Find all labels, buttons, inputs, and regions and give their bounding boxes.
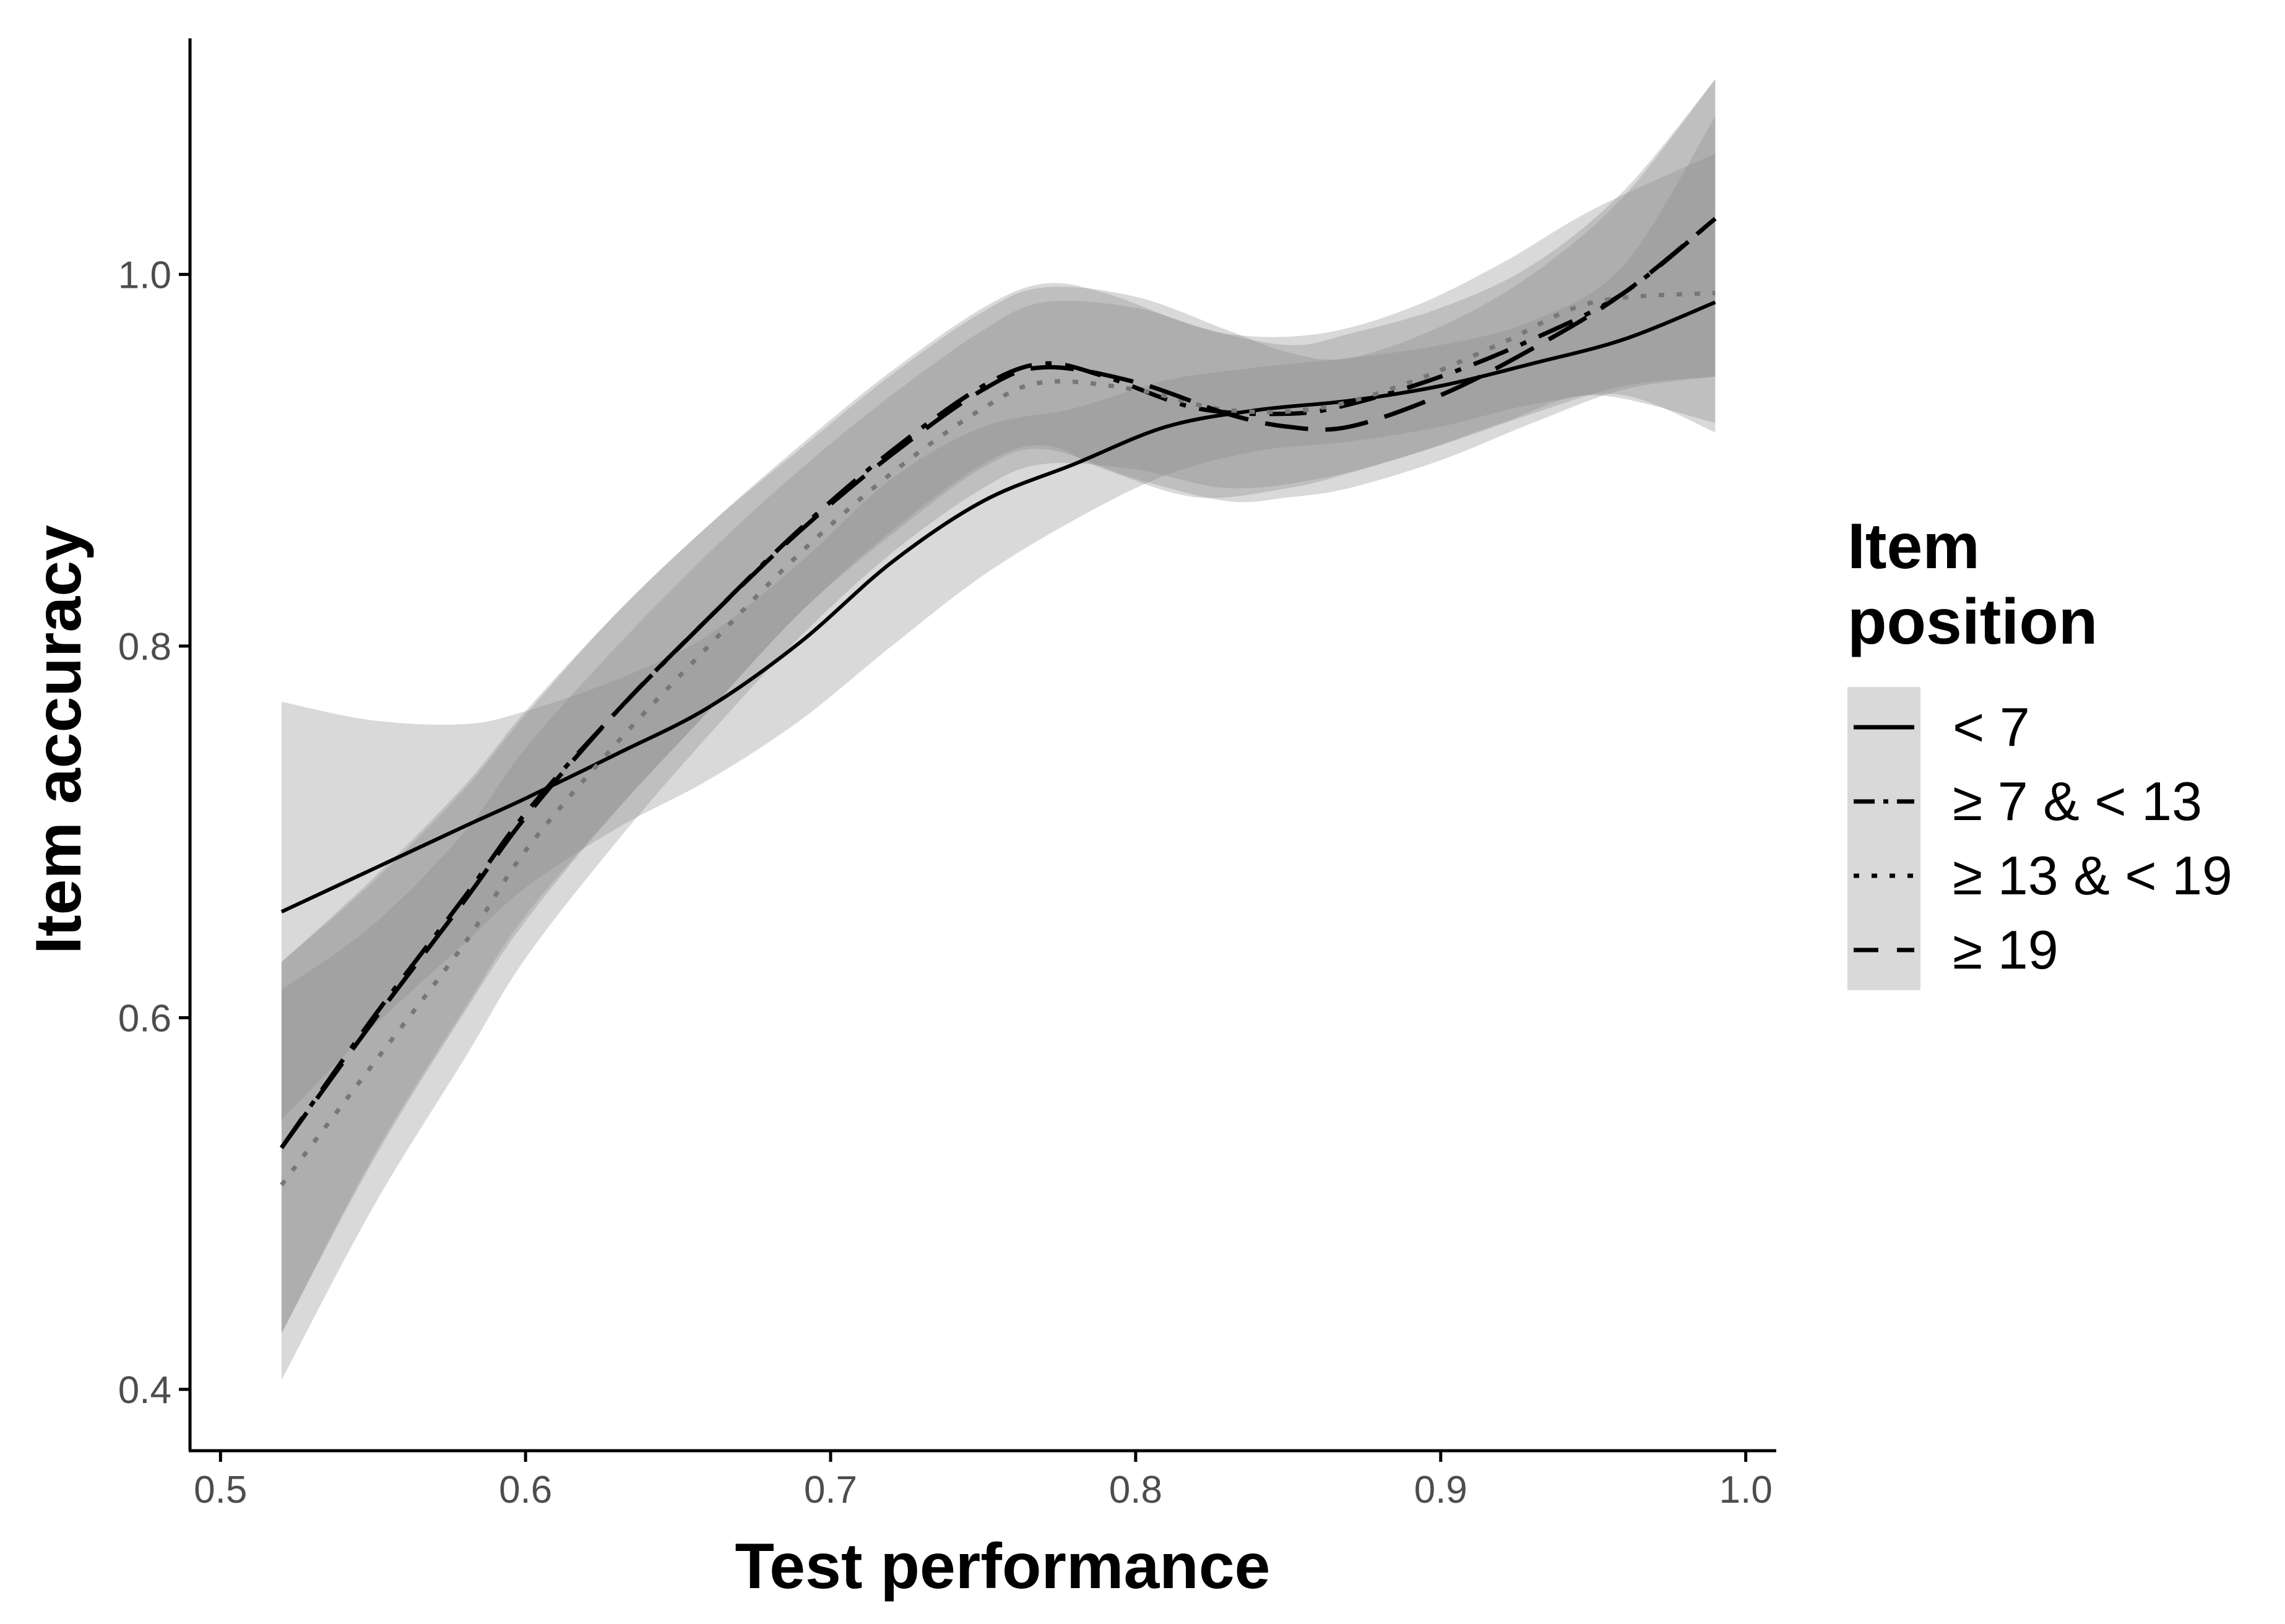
x-ticks: 0.5 0.6 0.7 0.8 0.9 1.0 bbox=[194, 1451, 1773, 1511]
confidence-band-2 bbox=[281, 79, 1716, 1334]
series-line-1 bbox=[280, 300, 1716, 914]
legend-title-line-1: Item bbox=[1847, 511, 1980, 582]
legend-label: ≥ 19 bbox=[1953, 919, 2058, 980]
confidence-band-4 bbox=[281, 79, 1716, 1334]
y-tick-label: 0.6 bbox=[118, 997, 171, 1040]
x-tick-label: 1.0 bbox=[1719, 1469, 1773, 1511]
legend-label: ≥ 13 & < 19 bbox=[1953, 845, 2232, 906]
series-line-4 bbox=[280, 217, 1717, 1149]
x-tick-label: 0.9 bbox=[1414, 1469, 1467, 1511]
y-tick-label: 0.8 bbox=[118, 626, 171, 668]
legend-title-line-2: position bbox=[1847, 586, 2097, 658]
x-tick-label: 0.8 bbox=[1109, 1469, 1162, 1511]
series-lines bbox=[280, 217, 1717, 1186]
x-tick-label: 0.7 bbox=[804, 1469, 857, 1511]
x-axis-title: Test performance bbox=[735, 1531, 1270, 1602]
legend: Item position < 7 ≥ 7 & < 13 ≥ 13 & < 19 ≥ … bbox=[1847, 511, 2232, 990]
x-tick-label: 0.6 bbox=[499, 1469, 552, 1511]
x-tick-label: 0.5 bbox=[194, 1469, 247, 1511]
confidence-band-1 bbox=[281, 116, 1716, 1120]
y-ticks: 0.4 0.6 0.8 1.0 bbox=[118, 254, 190, 1412]
confidence-bands bbox=[281, 79, 1716, 1380]
legend-items: < 7 ≥ 7 & < 13 ≥ 13 & < 19 ≥ 19 bbox=[1847, 687, 2232, 990]
y-tick-label: 0.4 bbox=[118, 1369, 171, 1412]
legend-label: ≥ 7 & < 13 bbox=[1953, 771, 2202, 832]
legend-key-background bbox=[1847, 687, 1920, 990]
confidence-band-3 bbox=[281, 153, 1716, 1380]
legend-label: < 7 bbox=[1953, 696, 2030, 758]
y-tick-label: 1.0 bbox=[118, 254, 171, 296]
y-axis-title: Item accuracy bbox=[23, 525, 95, 954]
series-line-2 bbox=[280, 217, 1717, 1149]
